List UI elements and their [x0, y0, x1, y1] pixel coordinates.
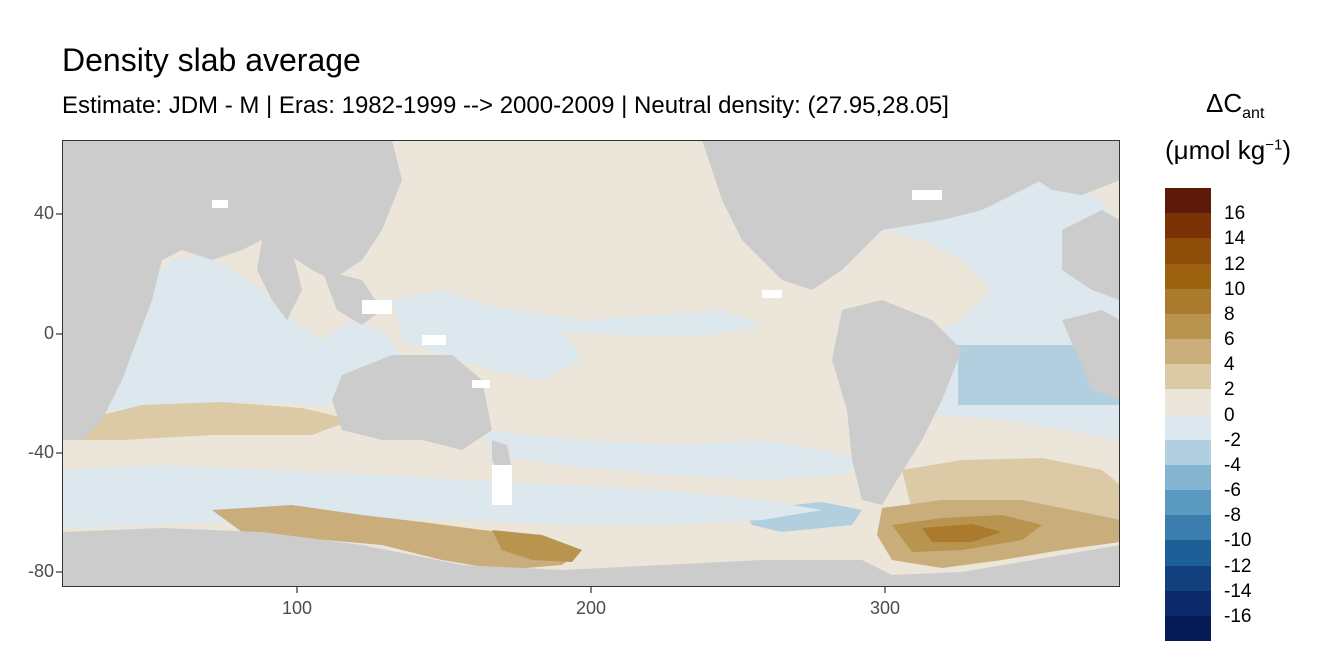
- x-tick-label-100: 100: [281, 598, 313, 618]
- land-north-america: [702, 140, 1062, 290]
- colorbar-swatch: [1165, 313, 1211, 340]
- legend-unit-exp: −1: [1265, 136, 1283, 154]
- colorbar-label: -14: [1224, 580, 1252, 602]
- southern-indian-band: [62, 402, 352, 440]
- land-australia: [332, 355, 492, 450]
- colorbar-swatch: [1165, 464, 1211, 491]
- nodata-speck: [362, 300, 392, 314]
- plot-subtitle: Estimate: JDM - M | Eras: 1982-1999 --> …: [62, 92, 949, 119]
- x-tick-label-200: 200: [575, 598, 607, 618]
- land-africa-east: [1062, 310, 1120, 400]
- land-africa: [62, 220, 162, 440]
- land-europe-east: [1062, 210, 1120, 300]
- nodata-speck: [472, 380, 490, 388]
- colorbar-swatch: [1165, 263, 1211, 290]
- colorbar-swatch: [1165, 213, 1211, 239]
- colorbar-label: -2: [1224, 429, 1241, 451]
- colorbar-swatch: [1165, 188, 1211, 214]
- land: [62, 140, 1120, 587]
- y-tick-label-0: 0: [43, 323, 54, 343]
- legend-unit-suffix: ): [1282, 135, 1291, 165]
- colorbar-label: -16: [1224, 605, 1252, 627]
- colorbar-swatch: [1165, 288, 1211, 315]
- plot-border: [62, 140, 1120, 587]
- plot-title: Density slab average: [62, 42, 361, 78]
- colorbar: [1165, 188, 1211, 642]
- colorbar-label: -8: [1224, 505, 1241, 527]
- colorbar-label: -4: [1224, 454, 1241, 476]
- colorbar-label: 6: [1224, 329, 1235, 350]
- colorbar-label: -12: [1224, 555, 1252, 577]
- colorbar-label: -10: [1224, 530, 1252, 552]
- colorbar-swatch: [1165, 439, 1211, 466]
- land-eurasia: [62, 140, 402, 280]
- antarctic-margin-2: [492, 530, 582, 562]
- nodata-speck: [492, 465, 512, 505]
- colorbar-label: 10: [1224, 278, 1246, 300]
- land-india: [257, 240, 302, 320]
- nodata-speck: [762, 290, 782, 298]
- colorbar-label: 0: [1224, 404, 1235, 426]
- legend-unit-prefix: (μmol kg: [1165, 135, 1266, 165]
- land-south-america: [832, 300, 962, 505]
- colorbar-label: 16: [1224, 203, 1246, 225]
- colorbar-swatch: [1165, 414, 1211, 441]
- y-tick-label-40: 40: [33, 203, 54, 223]
- colorbar-swatch: [1165, 364, 1211, 390]
- colorbar-swatch: [1165, 389, 1211, 415]
- colorbar-label: 12: [1224, 253, 1246, 275]
- nodata-speck: [422, 335, 446, 345]
- south-pacific-blue: [482, 430, 862, 480]
- colorbar-swatch: [1165, 540, 1211, 566]
- map-panel: [62, 140, 1120, 587]
- colorbar-label: 8: [1224, 303, 1235, 325]
- y-tick-label-neg80: -80: [27, 561, 54, 581]
- colorbar-swatch: [1165, 238, 1211, 264]
- legend-title-main: ΔC: [1206, 88, 1243, 118]
- nodata-speck: [212, 200, 228, 208]
- nodata-speck: [912, 190, 942, 200]
- y-tick-label-neg40: -40: [27, 442, 54, 462]
- map-svg: [62, 140, 1120, 587]
- colorbar-swatch: [1165, 590, 1211, 617]
- north-pacific-band: [382, 300, 762, 335]
- legend-title-sub: ant: [1242, 105, 1265, 123]
- land-antarctica: [62, 528, 1120, 587]
- colorbar-label: 2: [1224, 379, 1235, 401]
- legend-title: ΔCant: [1206, 88, 1264, 123]
- colorbar-label: 14: [1224, 228, 1246, 250]
- colorbar-swatch: [1165, 615, 1211, 642]
- legend-unit: (μmol kg−1): [1165, 135, 1291, 166]
- colorbar-label: -6: [1224, 480, 1241, 501]
- colorbar-label: 4: [1224, 354, 1235, 376]
- colorbar-swatch: [1165, 490, 1211, 516]
- colorbar-swatch: [1165, 515, 1211, 541]
- nodata-specks: [212, 190, 942, 505]
- land-greenland: [1012, 140, 1120, 195]
- colorbar-swatch: [1165, 339, 1211, 365]
- weddell-core-dark: [922, 524, 1002, 542]
- colorbar-swatch: [1165, 565, 1211, 592]
- antarctic-margin-1: [212, 505, 582, 570]
- x-tick-label-300: 300: [869, 598, 901, 618]
